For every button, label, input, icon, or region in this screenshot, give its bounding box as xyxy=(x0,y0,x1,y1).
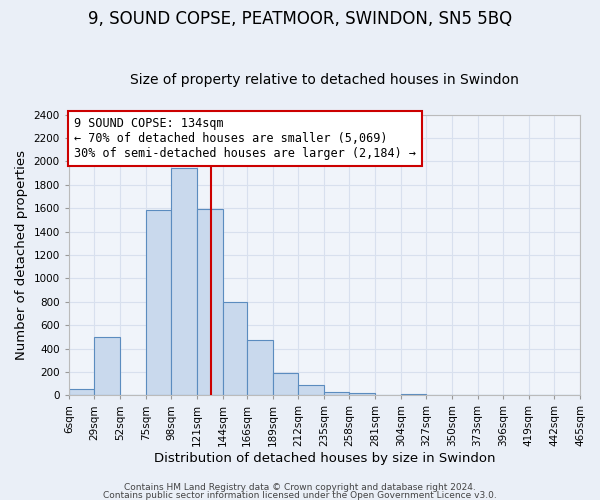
Title: Size of property relative to detached houses in Swindon: Size of property relative to detached ho… xyxy=(130,73,519,87)
Bar xyxy=(171,168,197,396)
Bar xyxy=(197,210,223,396)
Text: Contains public sector information licensed under the Open Government Licence v3: Contains public sector information licen… xyxy=(103,491,497,500)
Bar xyxy=(146,210,171,396)
Text: 9, SOUND COPSE, PEATMOOR, SWINDON, SN5 5BQ: 9, SOUND COPSE, PEATMOOR, SWINDON, SN5 5… xyxy=(88,10,512,28)
Bar xyxy=(247,340,272,396)
Bar xyxy=(69,389,94,396)
Bar xyxy=(401,394,427,396)
Bar xyxy=(349,393,375,396)
Bar xyxy=(272,373,298,396)
Bar xyxy=(223,302,247,396)
Text: 9 SOUND COPSE: 134sqm
← 70% of detached houses are smaller (5,069)
30% of semi-d: 9 SOUND COPSE: 134sqm ← 70% of detached … xyxy=(74,118,416,160)
Text: Contains HM Land Registry data © Crown copyright and database right 2024.: Contains HM Land Registry data © Crown c… xyxy=(124,484,476,492)
Bar xyxy=(94,337,120,396)
Bar xyxy=(324,392,349,396)
Bar xyxy=(298,385,324,396)
X-axis label: Distribution of detached houses by size in Swindon: Distribution of detached houses by size … xyxy=(154,452,495,465)
Y-axis label: Number of detached properties: Number of detached properties xyxy=(15,150,28,360)
